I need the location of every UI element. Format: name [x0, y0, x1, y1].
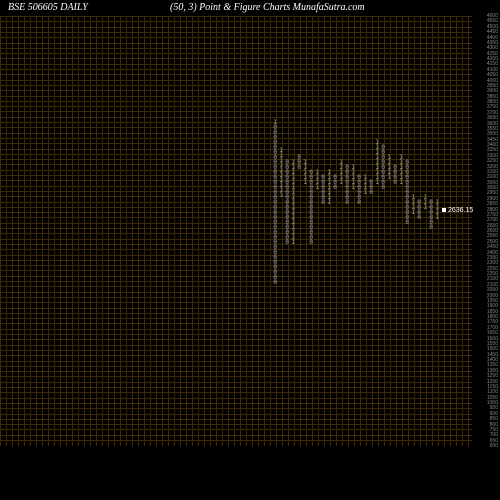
y-axis-label: 600: [490, 444, 498, 449]
pf-column: 100000000000000000000000000000000: [272, 120, 278, 285]
title-bar: BSE 506605 DAILY (50, 3) Point & Figure …: [0, 2, 500, 16]
price-marker-icon: [442, 208, 446, 212]
pf-column: 0000000000000: [404, 160, 410, 225]
price-marker: 2636.15: [442, 207, 473, 214]
pf-column: 11111111111111111: [290, 160, 296, 245]
chart-title-left: BSE 506605 DAILY: [8, 2, 88, 13]
y-axis-labels: 4600455045004450440043504300425042004150…: [472, 16, 498, 446]
pf-column: 1111: [434, 200, 440, 220]
chart-container: BSE 506605 DAILY (50, 3) Point & Figure …: [0, 0, 500, 500]
chart-title-center: (50, 3) Point & Figure Charts MunafaSutr…: [170, 2, 365, 13]
price-marker-value: 2636.15: [448, 207, 473, 214]
chart-grid: [0, 16, 472, 446]
